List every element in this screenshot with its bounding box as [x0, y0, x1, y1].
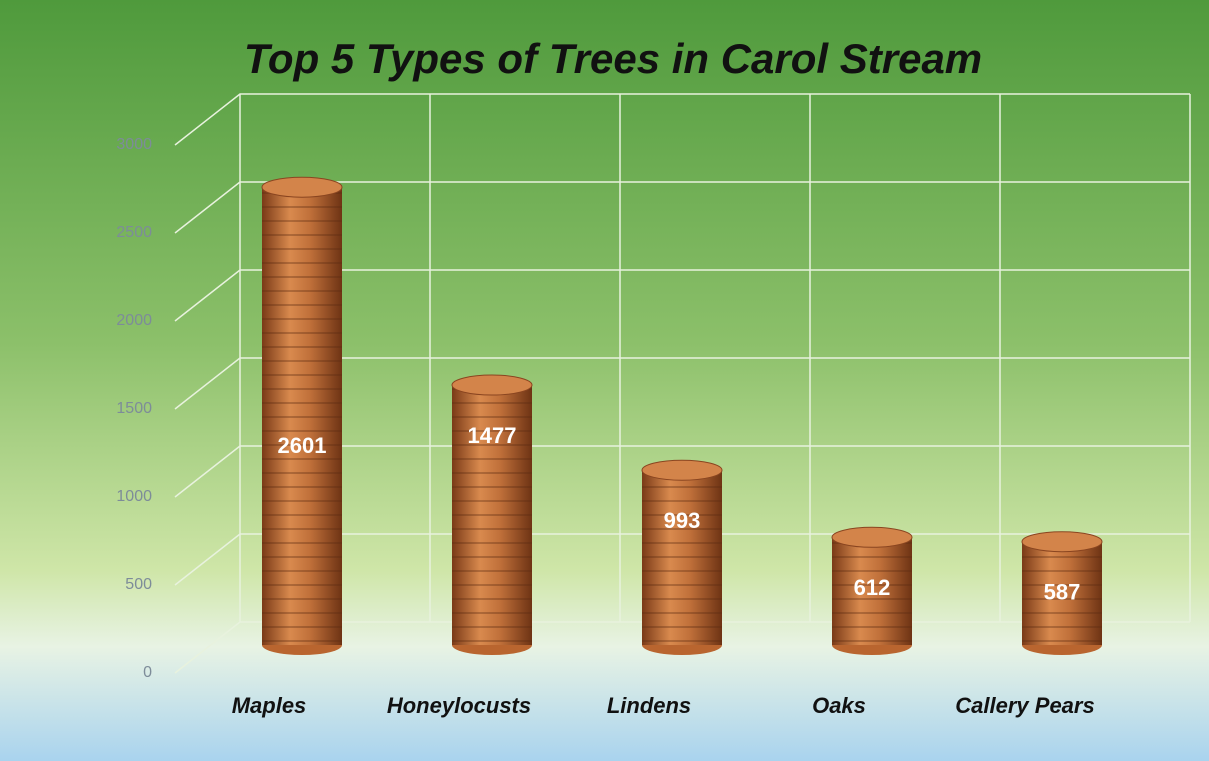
x-tick-label: Honeylocusts: [387, 693, 531, 718]
grid-line: [174, 93, 1190, 146]
grid-line: [174, 269, 1190, 322]
y-tick-label: 1000: [116, 488, 152, 505]
data-label: 587: [1044, 580, 1081, 605]
bar-rings: [262, 187, 342, 645]
y-tick-label: 2000: [116, 312, 152, 329]
data-label: 612: [854, 575, 891, 600]
y-tick-label: 500: [125, 576, 152, 593]
bar-top: [261, 176, 343, 198]
data-label: 2601: [278, 433, 327, 458]
x-tick-label: Lindens: [607, 693, 691, 718]
y-tick-label: 0: [143, 664, 152, 681]
x-tick-label: Oaks: [812, 693, 866, 718]
bar-top: [831, 526, 913, 548]
chart-title: Top 5 Types of Trees in Carol Stream: [244, 35, 982, 82]
bar-rings: [1022, 541, 1102, 645]
y-tick-label: 2500: [116, 224, 152, 241]
bar-rings: [452, 385, 532, 645]
bar-top: [641, 459, 723, 481]
grid-line: [174, 181, 1190, 234]
data-label: 1477: [468, 423, 517, 448]
x-tick-label: Maples: [232, 693, 307, 718]
y-tick-label: 1500: [116, 400, 152, 417]
grid-line: [174, 357, 1190, 410]
bar-top: [1021, 531, 1103, 553]
bar-rings: [832, 537, 912, 645]
bar-top: [451, 374, 533, 396]
x-tick-label: Callery Pears: [955, 693, 1094, 718]
grid-line: [174, 445, 1190, 498]
y-tick-label: 3000: [116, 136, 152, 153]
bar-rings: [642, 470, 722, 645]
data-label: 993: [664, 508, 701, 533]
